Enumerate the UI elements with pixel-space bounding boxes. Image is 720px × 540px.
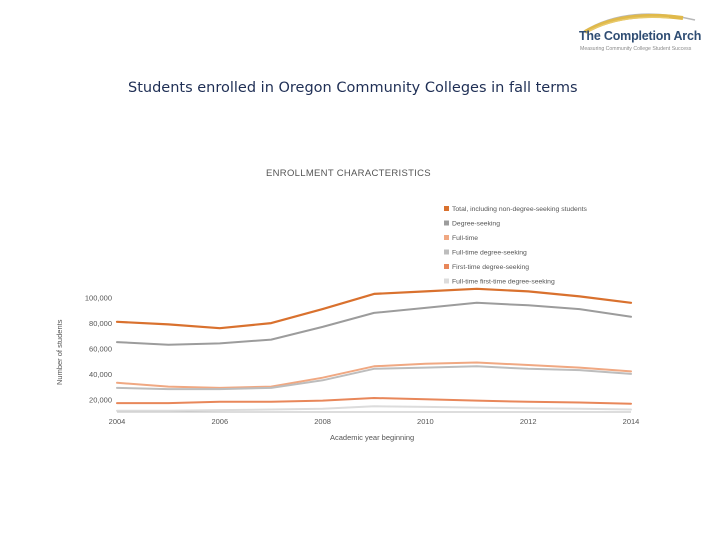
y-tick-label: 60,000: [89, 345, 112, 354]
legend-label: Total, including non-degree-seeking stud…: [452, 206, 587, 213]
x-tick-label: 2010: [417, 417, 434, 426]
chart-legend: Total, including non-degree-seeking stud…: [444, 206, 587, 286]
y-tick-label: 80,000: [89, 319, 112, 328]
y-tick-label: 40,000: [89, 370, 112, 379]
legend-label: Full-time degree-seeking: [452, 250, 527, 257]
legend-swatch: [444, 264, 449, 269]
chart-title: ENROLLMENT CHARACTERISTICS: [266, 168, 431, 179]
logo-tagline: Measuring Community College Student Succ…: [580, 46, 692, 52]
legend-swatch: [444, 249, 449, 255]
series-line-2: [116, 301, 632, 346]
legend-swatch: [444, 235, 449, 240]
legend-label: Degree-seeking: [452, 221, 500, 228]
x-tick-label: 2008: [314, 417, 331, 426]
series-line-1: [115, 287, 633, 330]
series-line-6: [116, 405, 632, 412]
series-line-3: [116, 361, 632, 389]
legend-label: First-time degree-seeking: [452, 264, 529, 271]
logo-title: The Completion Arch: [579, 29, 702, 43]
x-tick-label: 2014: [623, 417, 640, 426]
logo-arch-icon: [582, 13, 696, 34]
y-tick-label: 20,000: [89, 395, 112, 404]
series-line-5: [116, 397, 632, 405]
legend-label: Full-time: [452, 235, 478, 242]
legend-swatch: [444, 220, 449, 226]
slide-title: Students enrolled in Oregon Community Co…: [128, 80, 578, 96]
x-tick-label: 2006: [211, 417, 228, 426]
y-axis-label: Number of students: [55, 319, 64, 385]
series-line-4: [116, 365, 632, 391]
legend-swatch: [444, 278, 449, 284]
x-tick-label: 2012: [520, 417, 537, 426]
completion-arch-logo: The Completion Arch Measuring Community …: [565, 10, 713, 58]
x-axis: 2004 2006 2008 2010 2012 2014: [109, 411, 640, 426]
y-tick-label: 100,000: [85, 294, 112, 303]
legend-label: Full-time first-time degree-seeking: [452, 279, 555, 286]
x-tick-label: 2004: [109, 417, 126, 426]
series-lines: [115, 287, 633, 412]
y-axis: 20,000 40,000 60,000 80,000 100,000: [85, 294, 112, 405]
legend-swatch: [444, 206, 449, 211]
x-axis-label: Academic year beginning: [330, 433, 414, 442]
